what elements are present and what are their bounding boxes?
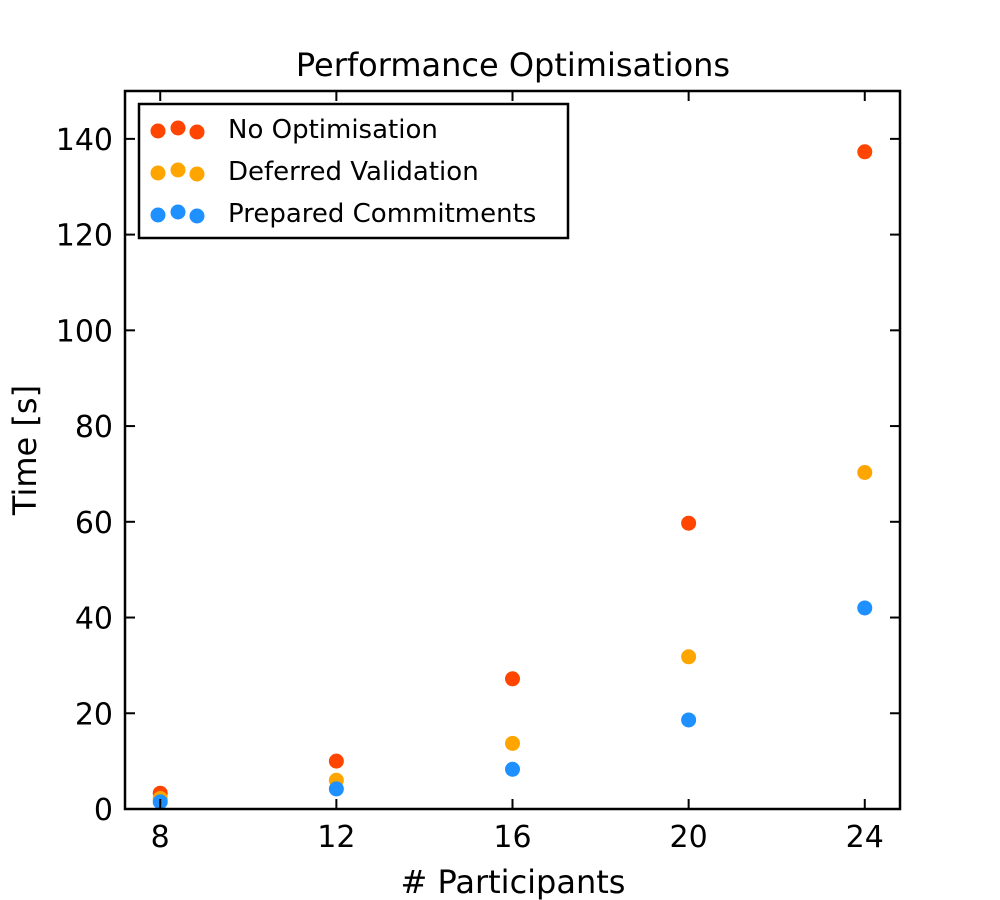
y-tick-label: 0 bbox=[94, 793, 113, 828]
x-tick-label: 16 bbox=[493, 820, 531, 855]
y-tick-label: 40 bbox=[75, 602, 113, 637]
x-tick-label: 24 bbox=[846, 820, 884, 855]
legend-marker bbox=[150, 207, 166, 223]
y-tick-label: 100 bbox=[56, 314, 113, 349]
y-tick-label: 20 bbox=[75, 697, 113, 732]
series-no-optimisation bbox=[152, 144, 873, 801]
legend-marker bbox=[189, 124, 205, 140]
legend-entry-deferred-validation: Deferred Validation bbox=[150, 157, 479, 187]
x-tick-label: 12 bbox=[317, 820, 355, 855]
data-point-no-optimisation bbox=[328, 753, 344, 769]
legend-marker bbox=[150, 123, 166, 139]
legend-marker bbox=[170, 204, 186, 220]
x-tick-label: 8 bbox=[151, 820, 170, 855]
legend: No Optimisation Deferred Validation Prepar… bbox=[137, 102, 570, 240]
legend-marker bbox=[170, 120, 186, 136]
data-point-prepared-commitments bbox=[328, 781, 344, 797]
legend-marker bbox=[150, 165, 166, 181]
chart-title: Performance Optimisations bbox=[296, 46, 730, 84]
legend-label: Prepared Commitments bbox=[228, 199, 536, 229]
y-tick-label: 60 bbox=[75, 506, 113, 541]
y-axis-label: Time [s] bbox=[6, 385, 44, 516]
legend-marker bbox=[189, 208, 205, 224]
y-tick-label: 140 bbox=[56, 123, 113, 158]
data-point-no-optimisation bbox=[681, 515, 697, 531]
data-point-prepared-commitments bbox=[505, 761, 520, 777]
legend-marker bbox=[170, 162, 186, 178]
y-tick-label: 120 bbox=[56, 219, 113, 254]
data-point-deferred-validation bbox=[857, 464, 873, 480]
data-point-deferred-validation bbox=[505, 735, 520, 751]
legend-entry-prepared-commitments: Prepared Commitments bbox=[150, 199, 536, 229]
legend-entry-no-optimisation: No Optimisation bbox=[150, 115, 438, 145]
data-point-deferred-validation bbox=[681, 649, 697, 665]
data-point-no-optimisation bbox=[505, 671, 520, 687]
legend-marker bbox=[189, 166, 205, 182]
x-tick-label: 20 bbox=[670, 820, 708, 855]
data-point-prepared-commitments bbox=[857, 600, 873, 616]
series-deferred-validation bbox=[152, 464, 873, 806]
x-axis-label: # Participants bbox=[401, 863, 626, 900]
series-prepared-commitments bbox=[152, 600, 873, 810]
y-tick-label: 80 bbox=[75, 410, 113, 445]
data-point-no-optimisation bbox=[857, 144, 873, 160]
legend-label: Deferred Validation bbox=[228, 157, 479, 187]
data-point-prepared-commitments bbox=[681, 712, 697, 728]
legend-box bbox=[137, 102, 570, 240]
legend-label: No Optimisation bbox=[228, 115, 438, 145]
